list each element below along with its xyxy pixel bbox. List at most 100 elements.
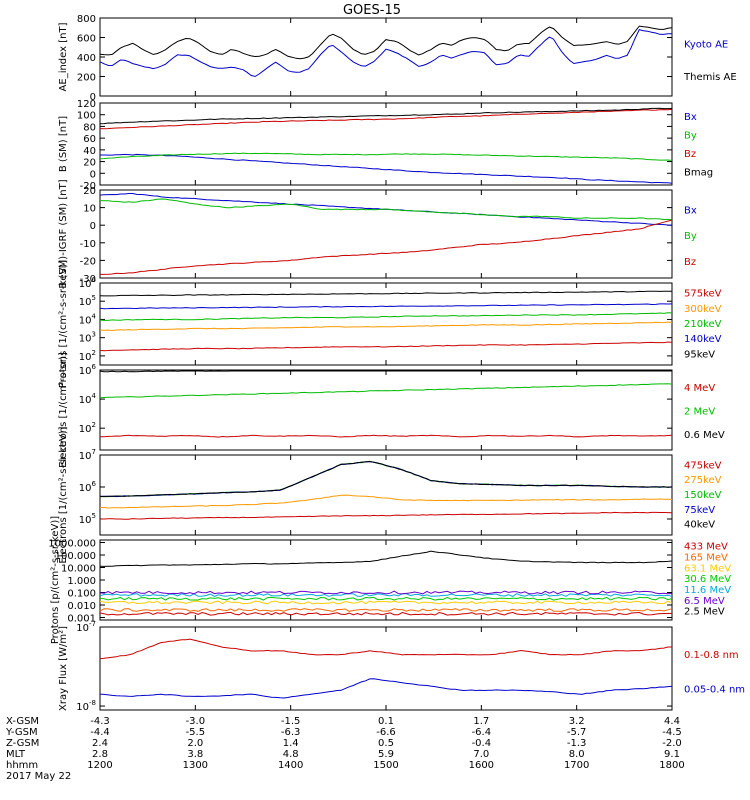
ephem-value: 0.1 [378,716,394,727]
y-tick-label: 105 [79,294,96,308]
series-line [99,341,673,352]
y-tick-label: 105 [79,512,96,526]
ephem-value: -6.4 [472,727,492,738]
legend-label: By [684,130,697,141]
legend-label: 140keV [684,334,722,345]
ephem-value: 3.2 [569,716,585,727]
y-tick-label: 10.000 [61,564,96,575]
series-line [99,460,673,498]
series-line [99,383,673,399]
ephem-value: 1.7 [473,716,489,727]
ephem-value: -6.3 [281,727,301,738]
legend-label: Bz [684,149,696,160]
series-line [99,608,673,612]
ephem-value: 1400 [278,760,303,771]
ephem-value: -1.3 [567,738,587,749]
y-tick-label: 120 [77,99,96,110]
series-line [99,321,673,332]
y-tick-label: 200 [77,73,96,84]
ephem-value: -1.5 [281,716,301,727]
ephem-value: -6.6 [376,727,396,738]
y-axis-label: AE_index [nT] [58,22,69,91]
y-tick-label: 0.010 [67,601,96,612]
series-line [99,290,672,297]
ephem-value: 3.8 [187,749,203,760]
chart-title: GOES-15 [343,3,401,18]
panel-8: 10-7 10-8 Xray Flux [W/m²] 0.1-0.8 nm 0.05-0… [58,620,745,713]
y-tick-label: 106 [79,276,97,290]
ephem-row-label: Z-GSM [6,738,39,749]
series-line [99,434,673,438]
y-tick-label: 10-7 [76,620,96,634]
y-tick-label: 600 [77,34,96,45]
ephem-value: 4.4 [664,716,680,727]
series-line [99,107,673,125]
series-line [99,303,673,310]
y-tick-label: 106 [79,363,97,377]
panel-frame [99,369,673,451]
legend-label: 300keV [684,304,722,315]
series-line [99,593,673,597]
ephem-value: -4.5 [662,727,682,738]
ephem-value: 2.8 [92,749,108,760]
y-axis-label: Protons [1/(cm²-s-sr-keV)] [58,260,69,388]
legend-label: 2.5 MeV [684,607,725,618]
legend-label: 575keV [684,289,722,300]
series-line [99,590,673,595]
ephem-value: 2.0 [187,738,203,749]
y-tick-label: 400 [77,53,96,64]
y-tick-label: 0.100 [67,589,96,600]
panel-4: 106 105 104 103 102 Protons [1/(cm²-s-sr-keV)… [58,260,722,388]
series-line [99,312,673,321]
series-line [99,596,673,601]
series-line [99,152,673,161]
series-line [99,370,672,373]
panel-frame [99,539,673,621]
ephem-row-label: MLT [6,749,26,760]
ephem-value: 1300 [183,760,208,771]
series-line [99,638,672,660]
y-tick-label: 10-8 [76,699,96,713]
legend-label: 165 MeV [684,553,728,564]
y-tick-label: 40 [83,146,96,157]
ephem-value: -2.0 [662,738,682,749]
series-line [99,511,673,520]
y-tick-label: -30 [80,274,96,285]
ephem-row-label: hhmm [6,760,38,771]
y-axis-label: Electrons [1/(cm²-s-sr-keV)] [58,426,69,563]
ephem-value: 1.4 [283,738,299,749]
legend-label: 6.5 MeV [684,596,725,607]
series-line [99,550,673,567]
y-tick-label: 107 [79,448,96,462]
legend-label: 0.6 MeV [684,430,725,441]
y-tick-label: 1000.000 [48,539,96,550]
series-line [99,611,673,616]
legend-label: Bmag [684,168,713,179]
y-tick-label: 0 [90,221,96,232]
y-tick-label: 0 [90,92,96,103]
legend-label: 433 MeV [684,542,728,553]
series-line [99,198,673,221]
series-line [99,461,673,498]
panel-frame [99,454,673,536]
y-tick-label: 60 [83,134,96,145]
ephem-value: -3.0 [186,716,206,727]
legend-label: 75keV [684,505,715,516]
y-axis-label: Electrons [1/(cm²-s-sr)] [58,352,69,468]
ephem-value: 9.1 [664,749,680,760]
y-axis-label: B (SM) [nT] [58,116,69,172]
legend-label: 275keV [684,475,722,486]
ephem-value: -5.7 [567,727,587,738]
ephem-value: 5.9 [378,749,394,760]
legend-label: 40keV [684,520,715,531]
legend-label: 4 MeV [684,383,715,394]
legend-label: 30.6 MeV [684,574,731,585]
legend-label: 150keV [684,490,722,501]
y-tick-label: 104 [79,392,97,406]
y-tick-label: 104 [79,312,97,326]
y-tick-label: 0.001 [67,614,96,625]
legend-label: 210keV [684,319,722,330]
series-line [100,153,673,184]
legend-label: 63.1 MeV [684,563,731,574]
